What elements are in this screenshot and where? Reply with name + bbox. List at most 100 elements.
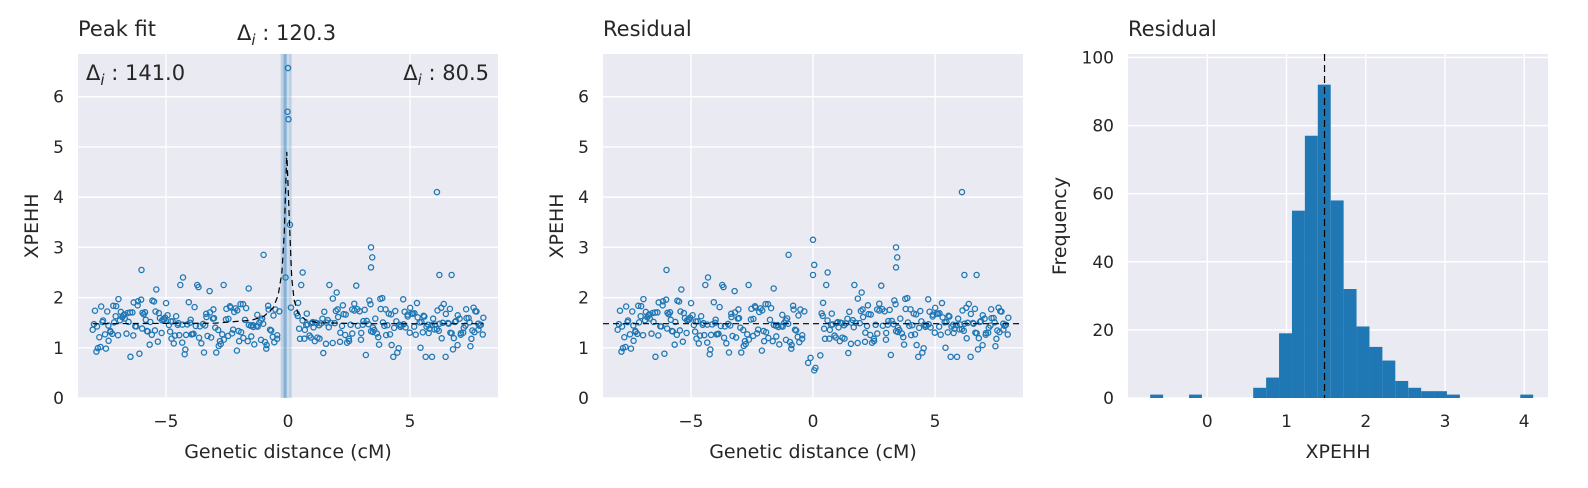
x-tick-labels: −5 0 5: [678, 412, 940, 432]
data-point: [177, 281, 184, 289]
data-point: [148, 331, 156, 339]
data-point: [146, 341, 153, 348]
x-axis-label: Genetic distance (cM): [184, 441, 392, 463]
data-point: [622, 303, 630, 310]
y-tick-label: 4: [53, 188, 64, 208]
data-point: [792, 327, 800, 334]
data-point: [847, 340, 855, 348]
y-tick-label: 6: [578, 88, 589, 108]
data-point: [326, 281, 333, 289]
data-point: [858, 289, 865, 296]
data-point: [804, 359, 812, 367]
data-point: [832, 334, 840, 341]
data-point: [329, 339, 336, 347]
data-point: [147, 318, 154, 326]
data-point: [899, 333, 907, 341]
data-point: [870, 337, 878, 345]
data-point: [210, 314, 218, 322]
delta-annotation-left: Δi : 141.0: [86, 61, 185, 89]
data-point: [867, 311, 874, 318]
histogram-bar: [1304, 135, 1318, 399]
data-point: [892, 300, 899, 308]
data-point: [462, 306, 470, 313]
data-point: [449, 346, 457, 353]
y-tick-label: 2: [53, 289, 64, 309]
data-point: [225, 315, 232, 323]
data-point: [126, 309, 134, 316]
data-point: [406, 304, 414, 312]
data-point: [339, 302, 347, 309]
data-point: [182, 346, 189, 353]
data-point: [150, 298, 158, 305]
data-point: [345, 337, 353, 345]
data-point: [109, 330, 116, 338]
data-point: [228, 330, 236, 337]
data-point: [137, 296, 145, 303]
data-point: [866, 331, 874, 339]
data-point: [284, 64, 292, 72]
data-point: [753, 330, 761, 337]
histogram-bar: [1330, 200, 1344, 398]
data-point: [915, 353, 922, 361]
data-point: [367, 300, 374, 308]
data-point: [707, 346, 714, 353]
data-point: [379, 294, 386, 302]
data-point: [770, 285, 777, 292]
y-tick-label: 3: [578, 238, 589, 258]
data-point: [237, 300, 244, 308]
data-point: [442, 310, 450, 318]
data-point: [480, 314, 487, 321]
data-point: [695, 340, 703, 347]
data-point: [259, 320, 267, 328]
data-point: [442, 353, 449, 361]
data-point: [171, 332, 179, 339]
data-point: [703, 339, 711, 346]
data-point: [892, 244, 900, 251]
data-point: [760, 337, 768, 345]
data-point: [176, 331, 183, 339]
data-points: [89, 64, 487, 361]
data-point: [891, 297, 898, 304]
data-point: [170, 340, 178, 347]
data-point: [284, 108, 291, 116]
data-point: [322, 340, 330, 348]
data-point: [965, 300, 973, 308]
histogram-bar: [1266, 377, 1280, 398]
data-point: [357, 336, 365, 343]
data-point: [971, 305, 979, 313]
data-point: [979, 341, 986, 349]
data-point: [138, 266, 145, 274]
data-point: [963, 335, 970, 342]
data-point: [735, 314, 743, 322]
data-point: [110, 319, 118, 326]
data-point: [198, 340, 205, 347]
data-point: [347, 321, 354, 329]
data-point: [666, 309, 674, 316]
data-point: [854, 339, 861, 347]
data-point: [164, 311, 171, 319]
data-point: [898, 330, 906, 337]
data-point: [872, 321, 879, 329]
data-point: [846, 308, 853, 316]
data-point: [809, 236, 817, 244]
data-point: [467, 342, 474, 350]
data-point: [712, 316, 719, 323]
data-point: [110, 302, 117, 310]
data-point: [144, 328, 151, 335]
data-point: [946, 313, 953, 320]
data-point: [372, 315, 379, 322]
data-point: [678, 286, 685, 293]
data-point: [947, 353, 954, 361]
data-point: [931, 329, 938, 336]
data-point: [671, 341, 678, 348]
data-point: [241, 316, 249, 324]
data-point: [367, 244, 375, 251]
data-point: [762, 328, 770, 336]
data-point: [635, 302, 642, 310]
data-point: [739, 326, 747, 334]
y-tick-label: 40: [1092, 253, 1114, 273]
y-tick-label: 1: [578, 339, 589, 359]
data-point: [141, 309, 149, 316]
y-tick-label: 1: [53, 339, 64, 359]
